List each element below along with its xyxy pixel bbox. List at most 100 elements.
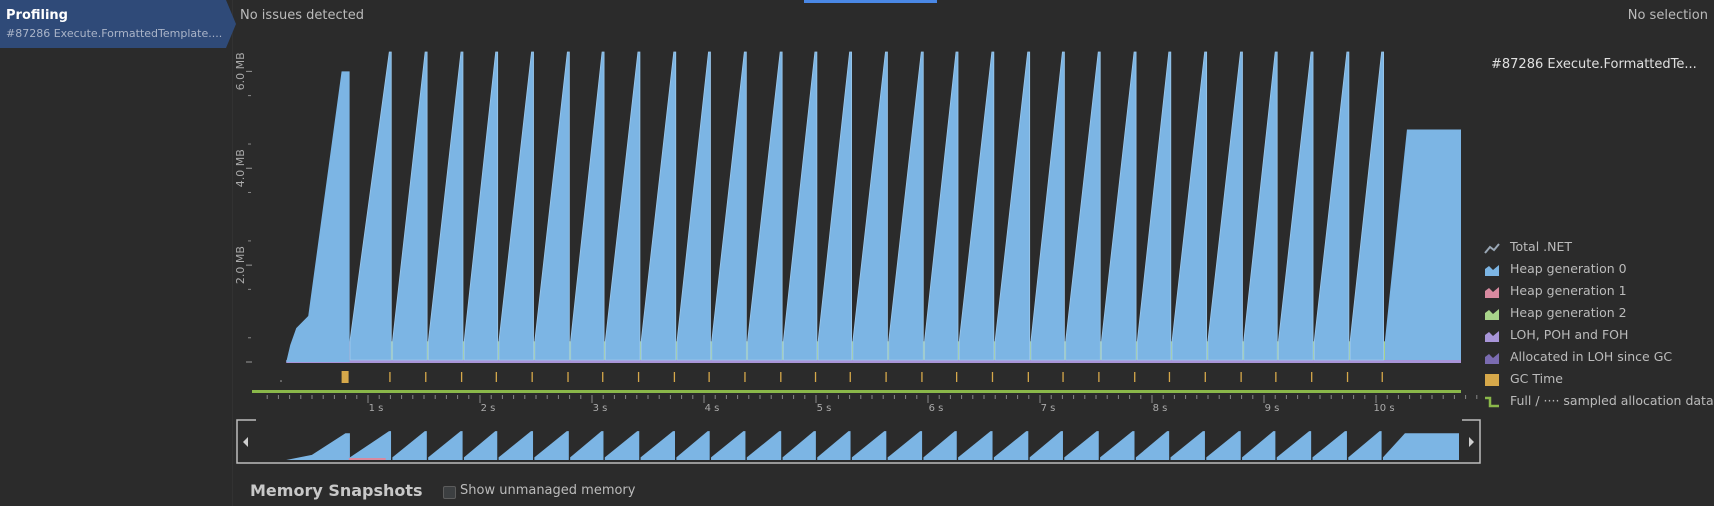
- gc-time-marker: [1346, 372, 1349, 382]
- gc-time-marker: [1204, 372, 1206, 382]
- overview-gen0-cycle: [1276, 431, 1312, 460]
- session-item-profiling[interactable]: Profiling #87286 Execute.FormattedTempla…: [0, 0, 226, 48]
- gc-time-marker: [1311, 372, 1313, 382]
- loh-icon: [1485, 331, 1499, 342]
- gen0-cycle-area: [783, 51, 818, 361]
- gen0-cycle-area: [534, 51, 570, 361]
- sessions-panel: Profiling #87286 Execute.FormattedTempla…: [0, 0, 236, 506]
- gen0-final-plateau: [1384, 129, 1461, 360]
- gen0-cycle-area: [817, 51, 852, 361]
- x-tick-label: 9 s: [1265, 403, 1280, 414]
- overview-gen0-cycle: [782, 431, 816, 460]
- selection-status: No selection: [1627, 8, 1708, 23]
- gen0-cycle-area: [676, 51, 711, 361]
- gc-time-marker: [1098, 372, 1100, 382]
- legend-label: GC Time: [1510, 371, 1563, 386]
- gen0-cycle-area: [747, 51, 783, 361]
- loh-band: [286, 360, 1461, 363]
- gc-time-marker: [1240, 372, 1242, 382]
- gc-time-marker: [495, 372, 497, 382]
- gen0-cycle-area: [994, 51, 1031, 361]
- gen0-cycle-area: [1314, 51, 1350, 361]
- overview-scroll-right-icon: [1469, 437, 1474, 447]
- gc-time-marker: [567, 372, 569, 382]
- gen0-cycle-area: [1030, 51, 1065, 361]
- x-tick-label: 10 s: [1373, 403, 1394, 414]
- gc-time-marker: [885, 372, 887, 382]
- x-tick-label: 2 s: [481, 403, 496, 414]
- gc-time-marker: [744, 372, 746, 382]
- overview-gen0-cycle: [1170, 431, 1205, 460]
- details-title: #87286 Execute.FormattedTe...: [1491, 57, 1697, 72]
- overview-gen0-cycle: [1312, 431, 1347, 460]
- gen0-cycle-area: [463, 51, 499, 361]
- x-axis: 1 s 2 s 3 s 4 s 5 s 6 s 7 s 8 s 9 s 10 s: [266, 395, 1478, 414]
- gc-time-marker: [921, 372, 923, 382]
- loh-allocated-icon: [1485, 353, 1499, 364]
- gen0-cycle-area: [1349, 51, 1384, 361]
- gen0-cycle-area: [888, 51, 924, 361]
- x-tick-label: 1 s: [369, 403, 384, 414]
- gen0-initial-area: [286, 71, 350, 362]
- gen0-cycle-area: [392, 51, 428, 361]
- x-tick-label: 5 s: [817, 403, 832, 414]
- overview-gen0-cycle: [958, 431, 993, 460]
- overview-gen0-cycle: [1100, 431, 1135, 460]
- show-unmanaged-checkbox[interactable]: [443, 486, 456, 499]
- heap-gen2-icon: [1485, 309, 1499, 320]
- gen0-cycle-area: [1137, 51, 1172, 361]
- overview-gen0-cycle: [1029, 431, 1063, 460]
- overview-gen0-cycle: [498, 431, 534, 460]
- gc-time-marker: [389, 372, 391, 382]
- gc-time-marker: [460, 372, 463, 382]
- overview-gen0-cycle: [570, 431, 604, 460]
- gc-time-marker: [341, 371, 349, 383]
- gen0-cycle-area: [958, 51, 995, 361]
- gc-time-marker: [991, 372, 994, 382]
- x-tick-label: 3 s: [593, 403, 608, 414]
- gen0-area-layer: [286, 51, 1461, 362]
- heap-gen1-icon: [1485, 287, 1499, 298]
- legend-label: Total .NET: [1510, 239, 1573, 254]
- gc-time-marker: [956, 372, 958, 382]
- gc-time-icon: [1485, 374, 1499, 386]
- gc-time-marker: [425, 372, 427, 382]
- x-tick-label: 6 s: [929, 403, 944, 414]
- show-unmanaged-label: Show unmanaged memory: [460, 483, 636, 498]
- overview-gen0-plateau: [1382, 433, 1459, 460]
- overview-gen0-cycle: [604, 431, 640, 460]
- x-tick-label: 7 s: [1041, 403, 1056, 414]
- gen0-cycle-area: [605, 51, 641, 361]
- gc-time-row: [280, 371, 1383, 383]
- gc-time-marker: [1381, 372, 1383, 382]
- full-data-line: [252, 390, 1461, 393]
- gc-time-marker: [1062, 372, 1064, 382]
- overview-gen0-cycle: [676, 431, 710, 460]
- overview-gen0-cycle: [887, 431, 923, 460]
- gc-dot: [280, 380, 282, 382]
- overview-gen0-cycle: [923, 431, 957, 460]
- y-tick-label: 4.0 MB: [234, 149, 247, 187]
- gen0-cycle-area: [570, 51, 605, 361]
- overview-strip[interactable]: [236, 419, 1481, 464]
- gc-time-marker: [1275, 372, 1277, 382]
- x-tick-label: 4 s: [705, 403, 720, 414]
- gen0-cycle-area: [1101, 51, 1137, 361]
- legend-label: Heap generation 0: [1510, 261, 1627, 276]
- overview-gen0-cycle: [1348, 431, 1382, 460]
- memory-snapshots-title: Memory Snapshots: [250, 481, 423, 500]
- overview-right-bracket: [1462, 419, 1481, 464]
- gen0-cycle-area: [1065, 51, 1101, 361]
- overview-gen0-cycle: [640, 431, 676, 460]
- gen0-cycle-area: [1243, 51, 1278, 361]
- overview-left-bracket: [236, 419, 256, 464]
- gen0-cycle-area: [924, 51, 959, 361]
- overview-gen0-cycle: [1242, 431, 1276, 460]
- full-data-bar: [252, 390, 1461, 393]
- gen0-cycle-area: [1207, 51, 1243, 361]
- gen0-cycle-area: [1278, 51, 1314, 361]
- overview-gen0-cycle: [1064, 431, 1099, 460]
- overview-gen0-cycle: [993, 431, 1029, 460]
- gen0-cycle-area: [349, 51, 392, 361]
